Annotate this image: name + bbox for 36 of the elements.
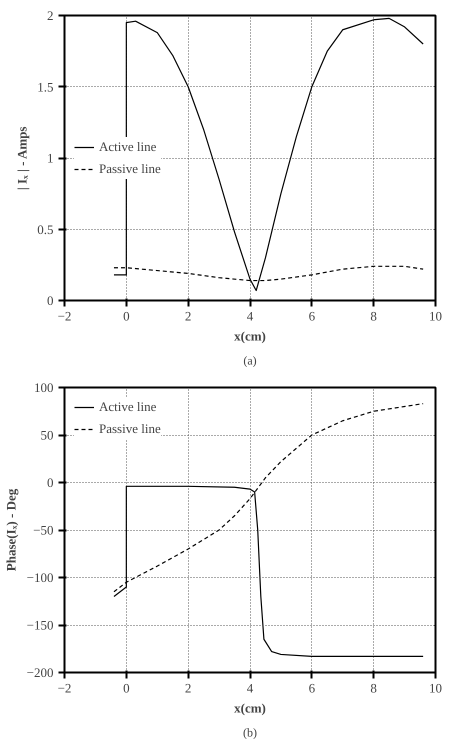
y-axis-title: Phase(Iₓ) - Deg (4, 488, 19, 572)
y-tick-label: −150 (26, 618, 54, 632)
y-tick-label: 0 (47, 475, 54, 490)
x-axis-title: x(cm) (234, 700, 266, 716)
legend-label: Passive line (99, 421, 161, 437)
y-tick-label: 1 (47, 150, 54, 166)
x-tick-label: 0 (123, 308, 130, 324)
y-tick-label: 100 (34, 380, 54, 395)
x-tick-label: −2 (58, 308, 72, 324)
x-tick-label: 2 (184, 680, 192, 696)
x-tick-label: 8 (370, 680, 377, 696)
x-tick-label: 10 (429, 680, 442, 696)
legend-label: Passive line (99, 160, 161, 176)
y-tick-label: −100 (26, 570, 54, 585)
x-tick-label: 6 (308, 680, 316, 696)
x-tick-label: 8 (370, 308, 377, 324)
x-tick-label: 4 (246, 680, 254, 696)
y-tick-label: 0.5 (37, 222, 54, 237)
legend-label: Active line (99, 399, 156, 415)
y-tick-label: 1.5 (37, 79, 54, 94)
y-tick-label: 2 (47, 8, 54, 23)
x-tick-label: 4 (246, 308, 254, 324)
x-tick-label: 2 (184, 308, 192, 324)
x-tick-label: 6 (308, 308, 316, 324)
legend-label: Active line (99, 138, 156, 154)
x-tick-label: 10 (429, 308, 442, 324)
x-axis-title: x(cm) (234, 328, 266, 344)
x-tick-label: 0 (123, 680, 130, 696)
y-tick-label: −50 (33, 522, 54, 538)
y-axis-title: | Iₓ | - Amps (14, 126, 30, 190)
text: (a) (243, 354, 257, 368)
y-tick-label: 50 (40, 428, 54, 442)
text: (b) (243, 726, 258, 740)
y-tick-label: −200 (26, 665, 54, 680)
y-tick-label: 0 (47, 293, 54, 308)
x-tick-label: −2 (58, 680, 72, 696)
